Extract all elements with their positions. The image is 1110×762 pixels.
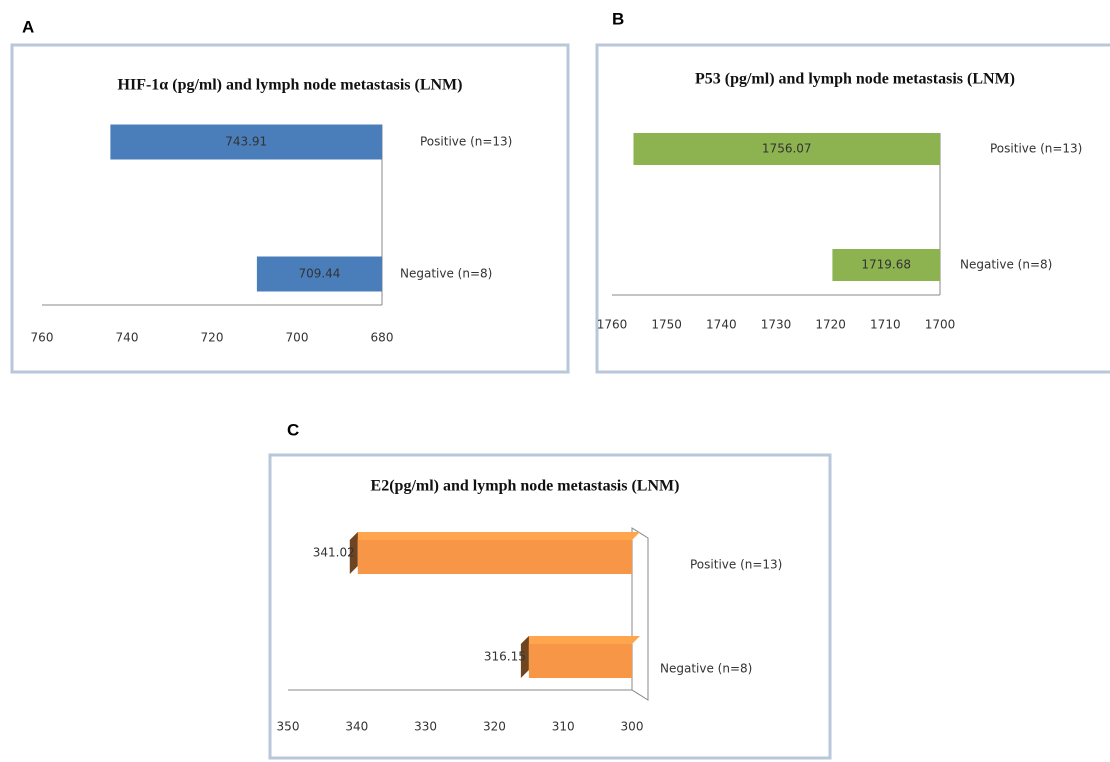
x-tick-label: 1740 (706, 318, 737, 332)
back-wall (631, 527, 649, 701)
x-tick-label: 740 (116, 331, 139, 345)
bar (633, 133, 940, 165)
panel-label: C (287, 420, 299, 439)
x-tick-label: 1720 (815, 318, 846, 332)
category-label: Positive (n=13) (420, 135, 512, 149)
x-tick-label: 720 (201, 331, 224, 345)
value-label: 1756.07 (762, 142, 812, 156)
x-tick-label: 1750 (651, 318, 682, 332)
chart-title: HIF-1α (pg/ml) and lymph node metastasis… (118, 77, 463, 94)
bar (110, 124, 382, 160)
bar-top (349, 532, 640, 540)
panel-frame (268, 453, 832, 760)
panel-frame (595, 43, 1110, 374)
bar-side (349, 532, 358, 574)
x-tick-label: 330 (414, 720, 437, 734)
value-label: 1719.68 (861, 258, 911, 272)
x-tick-label: 700 (286, 331, 309, 345)
bar (528, 644, 632, 678)
value-label: 341.02 (313, 546, 355, 560)
bar (256, 256, 382, 292)
x-tick-label: 680 (371, 331, 394, 345)
bar (357, 540, 632, 574)
value-label: 709.44 (298, 267, 340, 281)
x-tick-label: 1760 (597, 318, 628, 332)
category-label: Negative (n=8) (400, 267, 492, 281)
panel-frame (10, 43, 570, 374)
category-label: Positive (n=13) (690, 558, 782, 572)
x-tick-label: 1730 (761, 318, 792, 332)
bar-top (520, 636, 640, 644)
category-label: Negative (n=8) (660, 662, 752, 676)
chart-title: E2(pg/ml) and lymph node metastasis (LNM… (371, 478, 680, 495)
x-tick-label: 310 (552, 720, 575, 734)
panel-label: A (22, 17, 34, 36)
x-tick-label: 1700 (925, 318, 956, 332)
x-tick-label: 1710 (870, 318, 901, 332)
x-tick-label: 340 (345, 720, 368, 734)
value-label: 316.15 (484, 650, 526, 664)
category-label: Positive (n=13) (990, 142, 1082, 156)
bar-side (520, 636, 529, 678)
x-tick-label: 300 (621, 720, 644, 734)
x-tick-label: 320 (483, 720, 506, 734)
x-tick-label: 350 (277, 720, 300, 734)
panel-label: B (612, 9, 624, 28)
x-tick-label: 760 (31, 331, 54, 345)
chart-title: P53 (pg/ml) and lymph node metastasis (L… (695, 71, 1015, 88)
bar (832, 249, 940, 281)
value-label: 743.91 (225, 135, 267, 149)
category-label: Negative (n=8) (960, 258, 1052, 272)
